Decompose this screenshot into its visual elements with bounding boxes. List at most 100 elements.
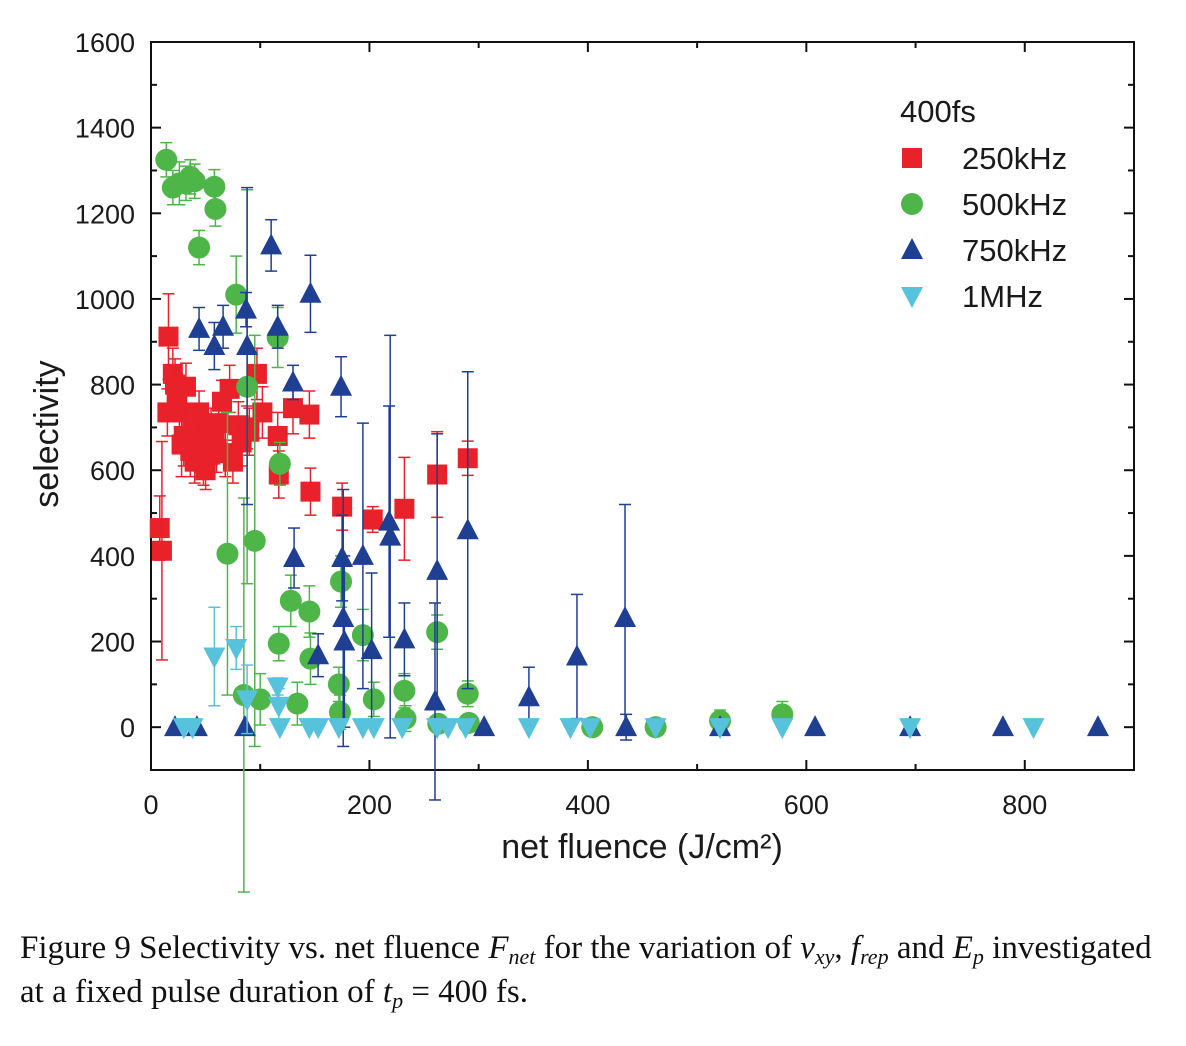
data-point xyxy=(299,281,322,303)
x-tick-label: 0 xyxy=(143,790,158,820)
data-point xyxy=(804,715,827,737)
legend-label: 250kHz xyxy=(962,141,1067,176)
data-point xyxy=(709,718,732,740)
caption-text: investigated at a fixed pulse duration o… xyxy=(20,930,1152,1010)
caption-text: for the variation of xyxy=(535,930,801,966)
data-point xyxy=(393,679,416,702)
data-point xyxy=(219,378,240,399)
y-tick-label: 600 xyxy=(90,456,135,486)
data-point xyxy=(330,374,353,396)
caption-text: and xyxy=(888,930,953,966)
y-tick-label: 1000 xyxy=(75,285,135,315)
caption-symbol: v xyxy=(800,930,815,966)
figure-caption: Figure 9 Selectivity vs. net fluence Fne… xyxy=(20,926,1170,1014)
data-point xyxy=(267,696,290,718)
data-point xyxy=(991,715,1014,737)
caption-subscript: p xyxy=(972,944,984,969)
data-point xyxy=(268,452,291,475)
data-point xyxy=(158,326,179,347)
data-point xyxy=(298,600,321,623)
data-point xyxy=(243,529,266,552)
legend-label: 500kHz xyxy=(962,187,1067,222)
data-point xyxy=(327,718,350,740)
caption-symbol: t xyxy=(382,974,393,1010)
data-point xyxy=(183,170,206,193)
legend-marker xyxy=(902,148,922,168)
data-point xyxy=(423,689,446,711)
x-tick-label: 600 xyxy=(784,790,829,820)
data-point xyxy=(362,718,385,740)
data-point xyxy=(203,334,226,356)
data-point xyxy=(204,198,227,221)
caption-text: , xyxy=(834,930,851,966)
series-250kHz xyxy=(149,293,478,661)
caption-text: = 400 fs. xyxy=(403,974,529,1010)
data-point xyxy=(330,570,353,593)
data-point xyxy=(188,316,211,338)
data-point xyxy=(268,718,291,740)
data-point xyxy=(267,632,290,655)
data-point xyxy=(286,692,309,715)
data-point xyxy=(332,496,353,517)
data-point xyxy=(279,589,302,612)
data-point xyxy=(307,718,330,740)
data-point xyxy=(456,518,479,540)
data-point xyxy=(236,690,259,712)
data-point xyxy=(362,509,383,530)
x-tick-label: 800 xyxy=(1002,790,1047,820)
series-500kHz xyxy=(155,141,794,893)
data-point xyxy=(517,685,540,707)
x-axis-title: net fluence (J/cm²) xyxy=(501,828,783,866)
legend-marker xyxy=(901,238,923,259)
data-point xyxy=(362,688,385,711)
data-point xyxy=(614,605,637,627)
caption-subscript: rep xyxy=(860,944,889,969)
data-point xyxy=(426,558,449,580)
data-point xyxy=(260,233,283,255)
axis-ticks: 0 200 400 600 800 0 200 400 600 800 1000 1200 1400 16… xyxy=(75,28,1135,820)
data-point xyxy=(517,718,540,740)
data-point xyxy=(391,718,414,740)
data-point xyxy=(328,701,351,724)
data-point xyxy=(151,540,172,561)
data-point xyxy=(299,404,320,425)
data-point xyxy=(332,605,355,627)
data-marks xyxy=(149,141,1109,893)
data-point xyxy=(565,644,588,666)
y-tick-label: 1400 xyxy=(75,114,135,144)
data-point xyxy=(1086,715,1109,737)
data-point xyxy=(454,718,477,740)
data-point xyxy=(437,718,460,740)
data-point xyxy=(239,421,260,442)
x-tick-label: 200 xyxy=(347,790,392,820)
caption-symbol: f xyxy=(850,930,861,966)
data-point xyxy=(222,451,243,472)
data-point xyxy=(282,398,303,419)
data-point xyxy=(300,481,321,502)
caption-symbol: E xyxy=(952,930,973,966)
caption-subscript: xy xyxy=(814,944,835,969)
y-axis-title: selectivity xyxy=(28,360,66,507)
data-point xyxy=(175,376,196,397)
data-point xyxy=(351,543,374,565)
data-point xyxy=(307,643,330,665)
data-point xyxy=(333,629,356,651)
legend-marker xyxy=(901,193,923,215)
caption-text: Figure 9 Selectivity vs. net fluence xyxy=(20,930,489,966)
data-point xyxy=(394,498,415,519)
data-point xyxy=(155,148,178,171)
data-point xyxy=(252,402,273,423)
data-point xyxy=(579,718,602,740)
caption-subscript: net xyxy=(508,944,536,969)
data-point xyxy=(236,334,259,356)
legend-label: 750kHz xyxy=(962,233,1067,268)
y-tick-label: 400 xyxy=(90,542,135,572)
data-point xyxy=(189,402,210,423)
data-point xyxy=(644,718,667,740)
data-point xyxy=(771,718,794,740)
y-tick-label: 1200 xyxy=(75,199,135,229)
data-point xyxy=(360,638,383,660)
legend-label: 1MHz xyxy=(962,279,1043,314)
data-point xyxy=(225,283,248,306)
data-point xyxy=(393,627,416,649)
